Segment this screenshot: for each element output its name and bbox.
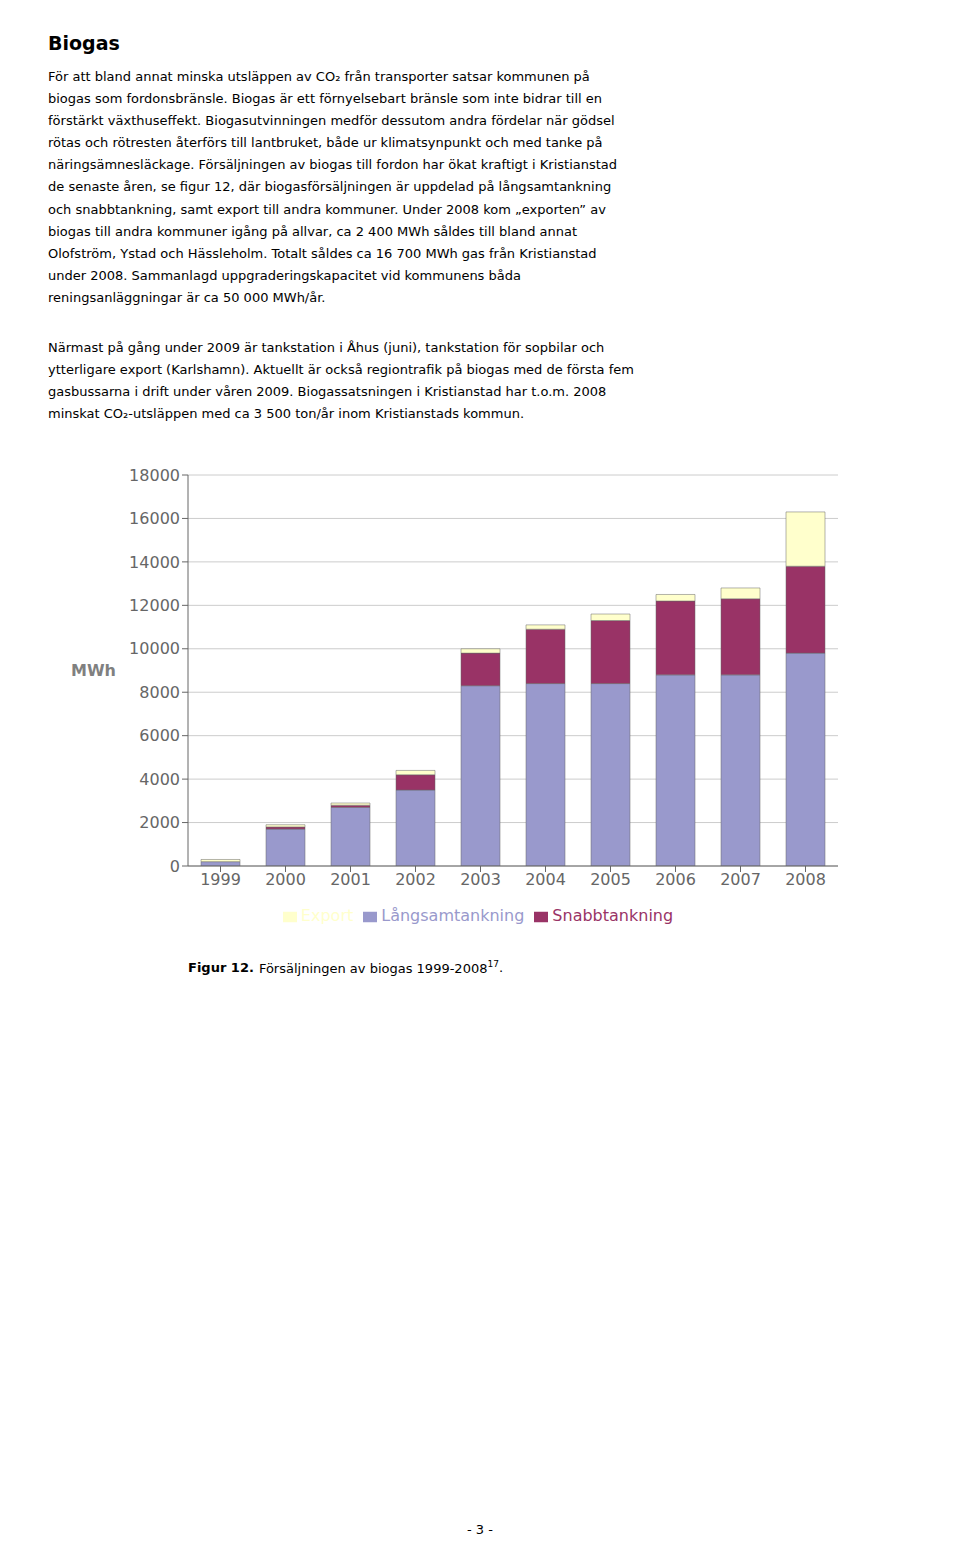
svg-text:2006: 2006 [655, 871, 696, 890]
svg-text:2001: 2001 [330, 871, 371, 890]
svg-text:2007: 2007 [720, 871, 761, 890]
svg-text:6000: 6000 [139, 727, 180, 746]
svg-text:2004: 2004 [525, 871, 566, 890]
svg-text:2003: 2003 [460, 871, 501, 890]
svg-text:2008: 2008 [785, 871, 826, 890]
html-text:Närmast på gång under 2009 är: Närmast på gång under 2009 är tankstatio… [48, 340, 634, 422]
html-text:För att bland annat minska uts: För att bland annat minska utsläppen av … [48, 69, 618, 305]
html-text:Långsamtankning: Långsamtankning [381, 906, 525, 926]
svg-text:16000: 16000 [129, 510, 180, 529]
svg-text:2002: 2002 [395, 871, 436, 890]
svg-text:MWh: MWh [71, 662, 116, 681]
svg-text:10000: 10000 [129, 640, 180, 659]
html-text:Figur 12. Försäljningen av bio: Figur 12. Försäljningen av biogas 1999-2… [188, 960, 488, 976]
svg-text:2000: 2000 [265, 871, 306, 890]
html-text:Export: Export [300, 906, 354, 926]
svg-text:14000: 14000 [129, 553, 180, 572]
svg-text:8000: 8000 [139, 683, 180, 702]
svg-text:18000: 18000 [129, 466, 180, 485]
html-text:Snabbtankning: Snabbtankning [552, 906, 674, 926]
html-text:- 3 -: - 3 - [467, 1522, 493, 1537]
svg-text:4000: 4000 [139, 770, 180, 789]
svg-text:2000: 2000 [139, 814, 180, 833]
html-text:17.: 17. [487, 959, 504, 976]
svg-text:1999: 1999 [200, 871, 241, 890]
svg-text:2005: 2005 [590, 871, 631, 890]
html-text:Biogas: Biogas [48, 32, 120, 54]
svg-text:0: 0 [170, 857, 180, 876]
svg-text:12000: 12000 [129, 596, 180, 615]
